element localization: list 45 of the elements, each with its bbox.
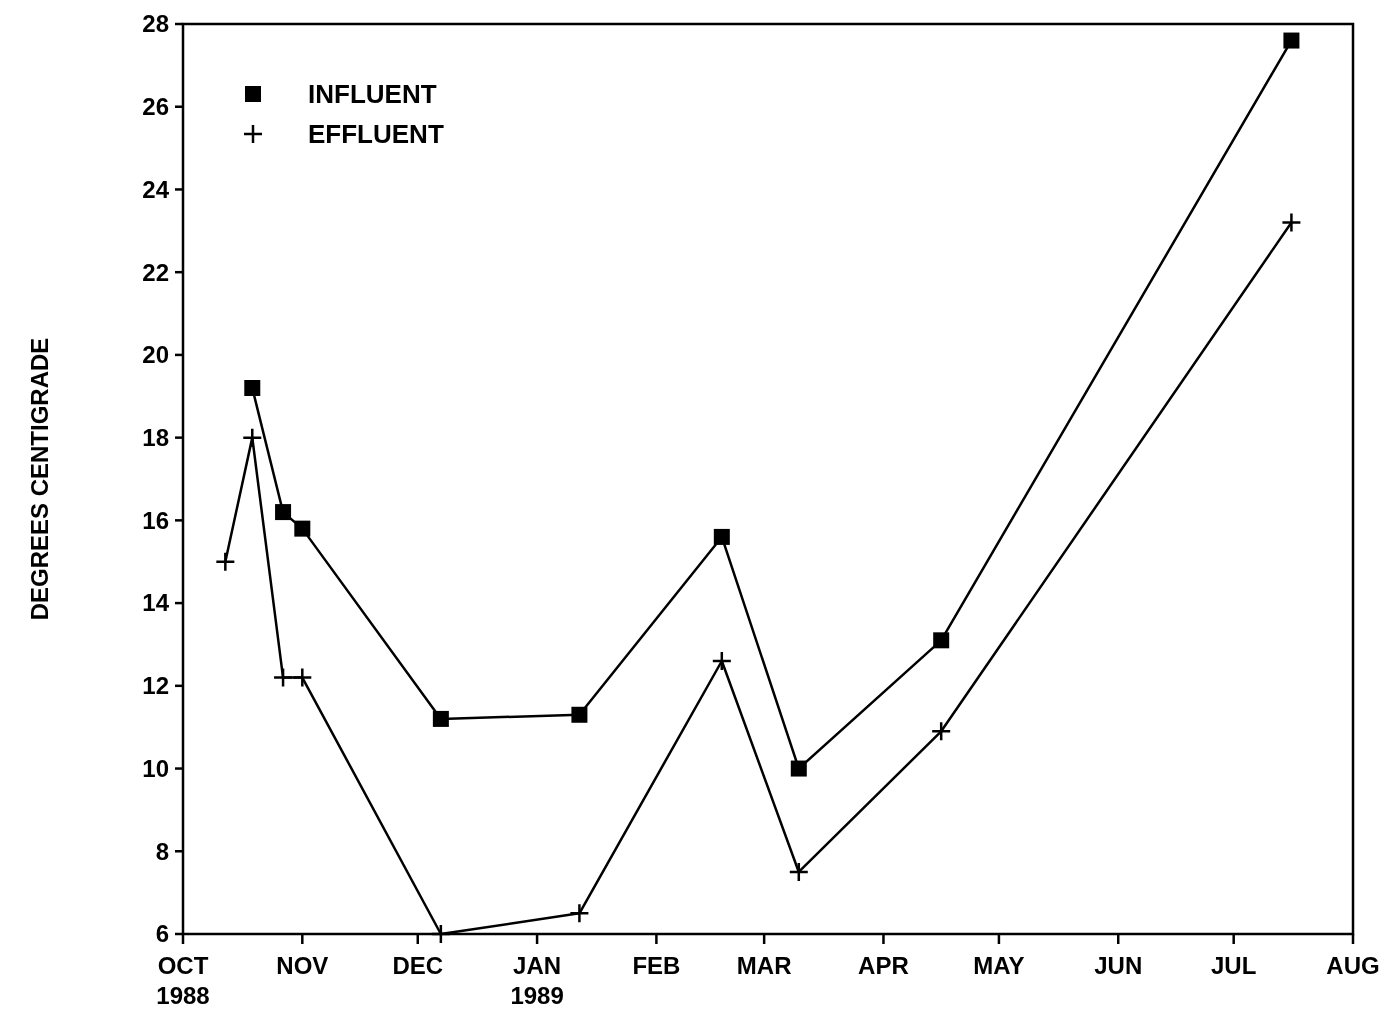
y-tick-label: 12 — [142, 672, 169, 700]
point — [1283, 32, 1300, 49]
point — [275, 504, 292, 521]
x-tick-label: MAY — [973, 952, 1025, 979]
point — [294, 520, 311, 537]
point — [272, 667, 294, 688]
point — [430, 923, 452, 945]
y-tick-label: 28 — [142, 10, 169, 38]
point — [569, 903, 590, 924]
x-tick-label: AUG — [1326, 952, 1380, 979]
point — [432, 710, 449, 727]
y-axis-title: DEGREES CENTIGRADE — [26, 337, 53, 621]
y-tick-label: 16 — [142, 506, 169, 534]
point — [242, 427, 263, 448]
x-tick-label: APR — [858, 952, 909, 979]
y-tick-label: 10 — [142, 754, 169, 782]
legend-label: EFFLUENT — [308, 119, 444, 150]
x-tick-label: JUL — [1211, 952, 1257, 979]
point — [933, 632, 950, 649]
x-tick-label: OCT 1988 — [156, 952, 210, 1009]
point — [788, 861, 810, 883]
y-tick-label: 26 — [142, 93, 169, 121]
x-tick-label: FEB — [632, 952, 681, 979]
y-tick-label: 22 — [142, 258, 169, 286]
legend-label: INFLUENT — [308, 79, 437, 110]
point — [571, 706, 588, 723]
point — [711, 650, 733, 672]
point — [713, 528, 730, 545]
point — [292, 667, 313, 688]
y-tick-label: 14 — [142, 589, 170, 617]
x-tick-label: DEC — [392, 952, 444, 979]
y-tick-label: 18 — [142, 424, 169, 452]
x-tick-label: JUN — [1094, 952, 1143, 979]
point — [930, 721, 952, 742]
x-tick-label: MAR — [736, 952, 792, 979]
y-tick-label: 24 — [142, 175, 170, 203]
point — [244, 380, 261, 396]
point — [790, 760, 807, 777]
y-tick-label: 6 — [155, 920, 169, 948]
x-tick-label: NOV — [276, 952, 329, 979]
y-tick-label: 8 — [155, 837, 169, 865]
point — [1281, 212, 1302, 233]
x-tick-label: JAN 1989 — [510, 952, 564, 1009]
point — [215, 551, 236, 572]
y-tick-label: 20 — [142, 341, 169, 369]
